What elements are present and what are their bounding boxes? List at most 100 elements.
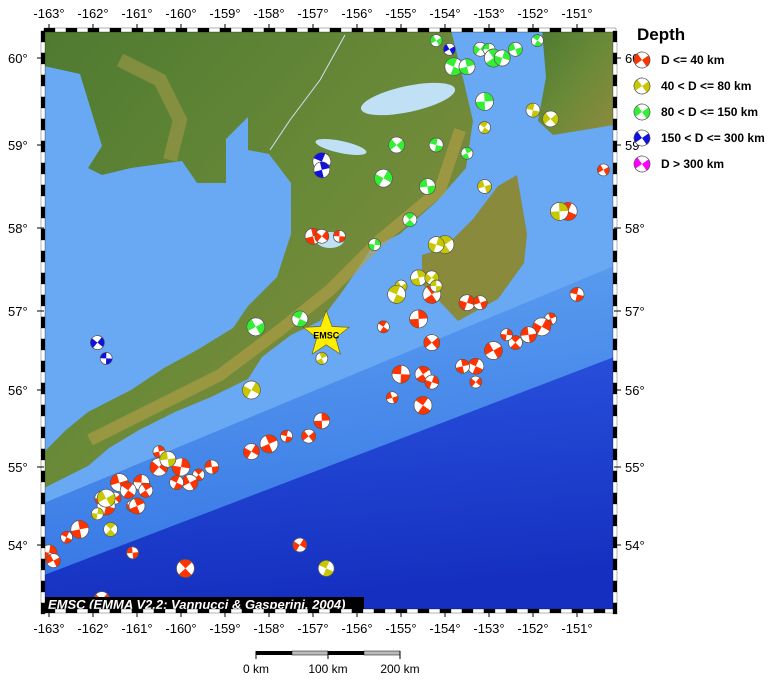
focal-mechanism-d80[interactable] <box>457 57 476 76</box>
focal-mechanism-d40[interactable] <box>159 450 177 468</box>
focal-mechanism-shallow[interactable] <box>312 226 332 246</box>
focal-mechanism-shallow[interactable] <box>299 426 319 446</box>
focal-mechanism-d80[interactable] <box>418 177 436 195</box>
focal-mechanism-shallow[interactable] <box>279 429 294 444</box>
map-area[interactable]: EMSC EMSC (EMMA V2.2; Vannucci & Gasperi… <box>40 30 614 613</box>
focal-mechanism-d40[interactable] <box>429 279 443 293</box>
frame-tick <box>164 27 177 33</box>
frame-tick <box>296 608 309 614</box>
focal-mechanism-d80[interactable] <box>428 137 445 154</box>
focal-mechanism-d150[interactable] <box>88 333 108 353</box>
focal-mechanism-shallow[interactable] <box>127 496 148 517</box>
lon-label-bottom: -158° <box>253 621 284 636</box>
focal-mechanism-shallow[interactable] <box>69 519 90 540</box>
lon-label-top: -155° <box>385 6 416 21</box>
beachball-icon[interactable] <box>631 153 653 175</box>
focal-mechanism-shallow[interactable] <box>569 286 586 303</box>
frame-tick <box>329 27 342 33</box>
lon-label-top: -158° <box>253 6 284 21</box>
frame-tick <box>384 27 397 33</box>
focal-mechanism-d40[interactable] <box>550 202 569 221</box>
focal-mechanism-shallow[interactable] <box>410 393 435 418</box>
focal-mechanism-d40[interactable] <box>539 108 562 131</box>
lat-label-right: 55° <box>625 460 645 475</box>
frame-tick <box>40 228 46 241</box>
focal-mechanism-shallow[interactable] <box>257 432 281 456</box>
focal-mechanism-d80[interactable] <box>368 238 382 252</box>
focal-mechanism-d80[interactable] <box>371 166 395 190</box>
lon-label-bottom: -152° <box>517 621 548 636</box>
focal-mechanism-shallow[interactable] <box>313 412 331 430</box>
focal-mechanism-shallow[interactable] <box>385 390 400 405</box>
focal-mechanism-d80[interactable] <box>244 315 268 339</box>
beachball-icon[interactable] <box>631 49 653 71</box>
focal-mechanism-d40[interactable] <box>316 558 337 579</box>
focal-mechanism-d80[interactable] <box>459 145 475 161</box>
focal-mechanism-shallow[interactable] <box>173 556 198 581</box>
legend-title: Depth <box>637 25 685 44</box>
focal-mechanism-d80[interactable] <box>529 32 546 49</box>
focal-mechanism-shallow[interactable] <box>421 331 444 354</box>
focal-mechanism-d40[interactable] <box>239 378 263 402</box>
focal-mechanism-d40[interactable] <box>91 507 105 521</box>
epicenter-marker[interactable]: EMSC <box>302 309 350 355</box>
focal-mechanism-d80[interactable] <box>475 92 494 111</box>
focal-mechanism-d80[interactable] <box>442 55 466 79</box>
focal-mechanism-shallow[interactable] <box>44 551 63 570</box>
frame-tick <box>612 118 618 131</box>
focal-mechanism-shallow[interactable] <box>423 373 441 391</box>
focal-mechanism-d40[interactable] <box>525 102 542 119</box>
lon-label-bottom: -161° <box>121 621 152 636</box>
focal-mechanism-shallow[interactable] <box>481 338 505 362</box>
focal-mechanism-d80[interactable] <box>428 32 444 48</box>
focal-mechanism-d80[interactable] <box>385 134 408 157</box>
focal-mechanism-shallow[interactable] <box>391 364 411 384</box>
focal-mechanism-d150[interactable] <box>441 41 457 57</box>
beachball-icon[interactable] <box>631 75 653 97</box>
focal-mechanism-d40[interactable] <box>426 235 446 255</box>
frame-tick <box>340 27 353 33</box>
focal-mechanism-shallow[interactable] <box>126 546 139 560</box>
focal-mechanism-d40[interactable] <box>314 350 330 366</box>
focal-mechanism-d80[interactable] <box>492 48 512 68</box>
lon-label-top: -154° <box>429 6 460 21</box>
frame-tick <box>612 338 618 351</box>
focal-mechanism-shallow[interactable] <box>59 529 75 545</box>
focal-mechanism-d40[interactable] <box>94 486 118 510</box>
focal-mechanism-shallow[interactable] <box>467 374 484 391</box>
frame-tick <box>40 272 46 285</box>
focal-mechanism-shallow[interactable] <box>409 309 428 329</box>
focal-mechanism-shallow[interactable] <box>117 479 139 501</box>
focal-mechanism-shallow[interactable] <box>167 473 186 492</box>
focal-mechanism-shallow[interactable] <box>179 472 201 494</box>
frame-tick <box>65 27 78 33</box>
focal-mechanism-d40[interactable] <box>476 178 494 196</box>
focal-mechanism-shallow[interactable] <box>136 481 155 500</box>
focal-mechanism-shallow[interactable] <box>520 326 538 344</box>
focal-mechanism-shallow[interactable] <box>471 294 489 312</box>
focal-mechanism-shallow[interactable] <box>595 162 611 178</box>
focal-mechanism-shallow[interactable] <box>240 441 262 463</box>
focal-mechanism-shallow[interactable] <box>500 328 514 342</box>
focal-mechanism-d40[interactable] <box>385 283 409 307</box>
focal-mechanism-shallow[interactable] <box>454 358 471 375</box>
frame-tick <box>612 514 618 527</box>
aleutian-trench <box>44 357 614 610</box>
focal-mechanism-d80[interactable] <box>400 210 420 230</box>
focal-mechanism-shallow[interactable] <box>333 230 346 243</box>
focal-mechanism-d150[interactable] <box>312 160 331 179</box>
focal-mechanism-shallow[interactable] <box>204 459 220 475</box>
focal-mechanism-d80[interactable] <box>289 308 310 329</box>
frame-tick <box>612 503 618 516</box>
focal-mechanism-d40[interactable] <box>101 520 121 540</box>
focal-mechanism-shallow[interactable] <box>530 315 554 339</box>
focal-mechanism-d40[interactable] <box>476 119 493 136</box>
beachball-icon[interactable] <box>631 101 653 123</box>
focal-mechanism-d80[interactable] <box>507 40 525 58</box>
lon-label-top: -151° <box>561 6 592 21</box>
focal-mechanism-shallow[interactable] <box>290 535 309 554</box>
legend-label: D > 300 km <box>661 157 724 171</box>
focal-mechanism-shallow[interactable] <box>375 318 392 335</box>
beachball-icon[interactable] <box>631 127 653 149</box>
focal-mechanism-d150[interactable] <box>99 352 113 365</box>
